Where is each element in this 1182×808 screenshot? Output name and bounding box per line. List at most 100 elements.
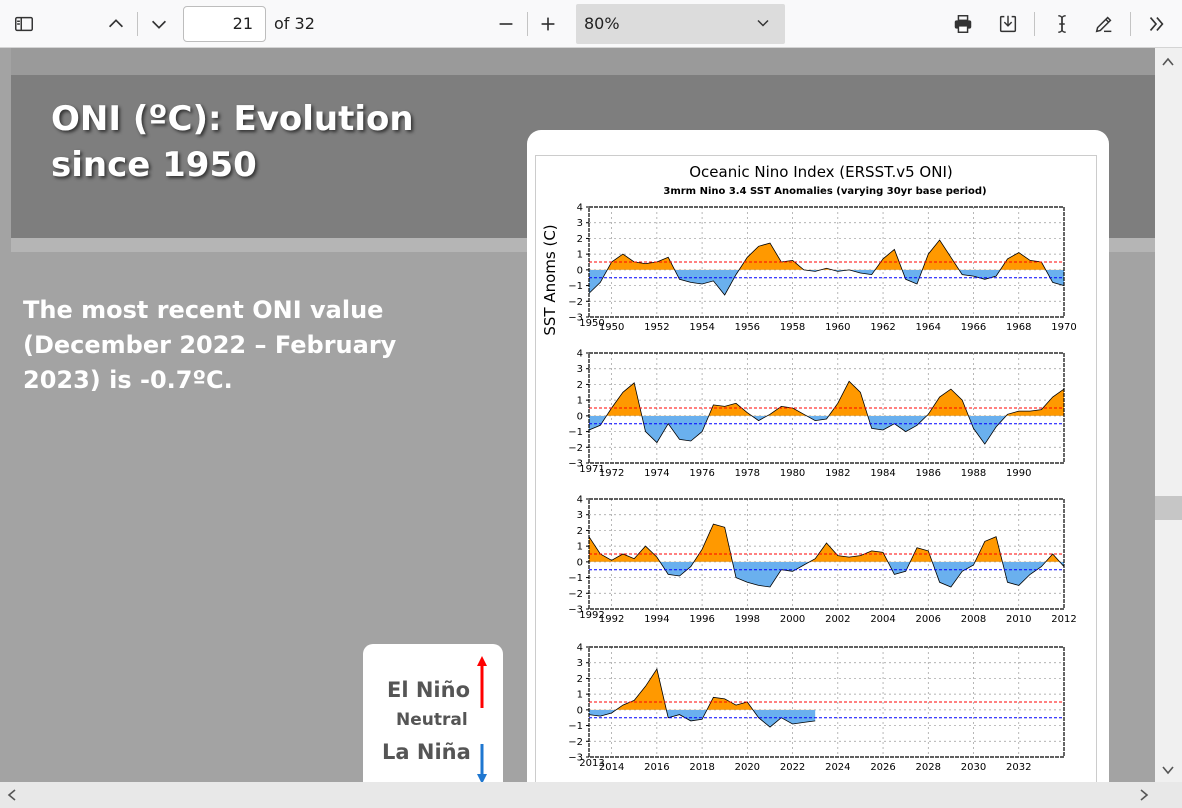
x-tick-label: 1962 [870,322,895,333]
positive-anomaly-area [589,669,816,710]
panel-frame [588,352,1065,464]
pdf-page: ONI (ºC): Evolution since 1950 The most … [11,48,1155,783]
x-tick-label: 1988 [961,468,986,479]
toolbar-separator [527,12,528,36]
y-tick-label: 3 [577,364,583,375]
slide-body-text: The most recent ONI value (December 2022… [23,293,443,398]
x-tick-label: 1954 [689,322,714,333]
negative-anomaly-area [589,415,1007,445]
y-tick-label: 3 [577,218,583,229]
vertical-scrollbar[interactable] [1155,48,1182,782]
x-tick-label: 1998 [735,614,760,625]
x-tick-label: 1974 [644,468,669,479]
x-tick-label: 2016 [644,762,669,773]
plus-icon[interactable] [532,8,564,40]
x-tick-label: 1980 [780,468,805,479]
download-icon[interactable] [992,8,1024,40]
y-tick-label: 4 [577,203,583,214]
arrow-up-icon [477,656,487,708]
minus-icon[interactable] [490,8,522,40]
x-tick-label: 1990 [1006,468,1031,479]
pen-icon[interactable] [1088,8,1120,40]
oni-chart-card: Oceanic Nino Index (ERSST.v5 ONI) 3mrm Ni… [527,130,1109,783]
y-tick-label: −1 [568,427,583,438]
x-tick-label: 2006 [916,614,941,625]
y-tick-label: 2 [577,526,583,537]
y-tick-label: 1 [577,690,583,701]
oni-chart: Oceanic Nino Index (ERSST.v5 ONI) 3mrm Ni… [535,155,1097,783]
y-tick-label: 2 [577,380,583,391]
x-tick-label: 2002 [825,614,850,625]
y-tick-label: 4 [577,643,583,654]
body-line: The most recent ONI value [23,296,384,324]
x-tick-label: 2020 [735,762,760,773]
double-chevron-right-icon[interactable] [1140,8,1172,40]
y-tick-label: 1 [577,396,583,407]
x-tick-label: 1950 [599,322,624,333]
y-tick-label: 1 [577,250,583,261]
chart-subtitle: 3mrm Nino 3.4 SST Anomalies (varying 30y… [663,186,986,197]
x-tick-label: 2014 [599,762,624,773]
x-tick-label: 2032 [1006,762,1031,773]
y-tick-label: −2 [568,443,583,454]
chevron-down-icon[interactable] [143,8,175,40]
x-tick-label: 2030 [961,762,986,773]
enso-legend: El Niño Neutral La Niña [363,644,503,783]
panel-frame [588,206,1065,318]
scroll-right-icon[interactable] [1136,787,1152,803]
y-tick-label: −3 [568,753,583,764]
x-tick-label: 1960 [825,322,850,333]
y-tick-label: 0 [577,265,583,276]
panel-frame [588,646,1065,758]
oni-series-line [588,668,816,728]
x-tick-label: 1968 [1006,322,1031,333]
x-tick-label: 1950 [579,318,604,329]
x-tick-label: 1982 [825,468,850,479]
x-tick-label: 1978 [735,468,760,479]
chevron-up-icon[interactable] [100,8,132,40]
page-total-label: of 32 [274,14,315,33]
y-tick-label: 4 [577,349,583,360]
negative-anomaly-area [660,561,1064,587]
panel-frame [588,498,1065,610]
text-cursor-icon[interactable] [1046,8,1078,40]
y-tick-label: 0 [577,411,583,422]
y-tick-label: −2 [568,589,583,600]
x-tick-label: 2028 [916,762,941,773]
y-tick-label: −1 [568,721,583,732]
horizontal-scrollbar[interactable] [0,782,1182,808]
x-tick-label: 1996 [689,614,714,625]
x-tick-label: 1966 [961,322,986,333]
scroll-down-icon[interactable] [1160,762,1176,778]
y-tick-label: 2 [577,674,583,685]
x-tick-label: 2012 [1051,614,1076,625]
x-tick-label: 2024 [825,762,850,773]
legend-la-nina: La Niña [382,740,471,764]
x-tick-label: 1992 [599,614,624,625]
sidebar-icon[interactable] [8,8,40,40]
x-tick-label: 2013 [579,758,604,769]
y-tick-label: 2 [577,234,583,245]
x-tick-label: 1972 [599,468,624,479]
x-tick-label: 1986 [916,468,941,479]
scroll-up-icon[interactable] [1160,54,1176,70]
x-tick-label: 1994 [644,614,669,625]
arrow-down-icon [477,744,487,783]
y-tick-label: 0 [577,705,583,716]
zoom-select[interactable]: 80% [576,4,785,44]
scroll-left-icon[interactable] [4,787,20,803]
positive-anomaly-area [589,524,1064,562]
x-tick-label: 2000 [780,614,805,625]
print-icon[interactable] [947,8,979,40]
legend-neutral: Neutral [396,710,468,730]
y-tick-label: −1 [568,281,583,292]
vertical-scroll-thumb[interactable] [1155,496,1182,520]
y-tick-label: 3 [577,510,583,521]
chart-title: Oceanic Nino Index (ERSST.v5 ONI) [689,163,953,181]
page-number-input[interactable]: 21 [183,6,266,42]
x-tick-label: 2010 [1006,614,1031,625]
x-tick-label: 2026 [870,762,895,773]
x-tick-label: 1958 [780,322,805,333]
slide-title-line: ONI (ºC): Evolution [51,99,414,139]
toolbar-separator [1130,12,1131,36]
